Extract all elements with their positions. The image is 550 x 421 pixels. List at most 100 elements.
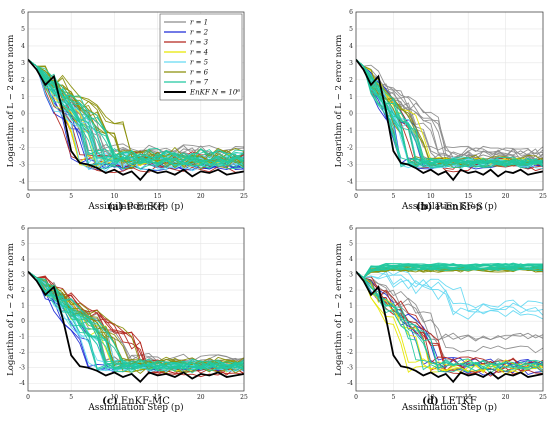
y-tick-label: 6 — [349, 225, 353, 232]
y-tick-label: -1 — [347, 128, 353, 135]
series-line-r5 — [356, 59, 543, 165]
series-line-r7 — [28, 59, 244, 170]
y-tick-label: -4 — [19, 179, 25, 186]
panel-b: 0 5 10 15 20 25 -4 -3 -2 -1 0 1 2 3 4 5 6 Assimilation St… — [334, 9, 547, 212]
x-tick-label: 15 — [154, 193, 162, 200]
y-axis-label: Logarithm of L − 2 error norm — [6, 243, 16, 376]
y-tick-label: 3 — [349, 272, 353, 279]
x-tick-label: 20 — [197, 394, 205, 401]
series-line-r7 — [356, 265, 543, 279]
legend-label: r = 3 — [190, 39, 209, 47]
panel-caption: (a) P-EnKF — [108, 202, 165, 213]
y-tick-label: -4 — [347, 179, 353, 186]
series-line-r1 — [356, 59, 543, 165]
x-tick-label: 25 — [539, 394, 547, 401]
axes-frame — [27, 11, 245, 191]
series-line-r3 — [356, 59, 543, 170]
x-tick-label: 0 — [26, 394, 30, 401]
series-line-r6 — [356, 267, 543, 279]
y-tick-label: 6 — [349, 9, 353, 16]
y-axis-label: Logarithm of L − 2 error norm — [334, 243, 344, 376]
legend-box — [159, 13, 243, 101]
y-tick-label: 2 — [21, 287, 25, 294]
y-axis-label: Logarithm of L − 2 error norm — [334, 35, 344, 168]
series-line-r7 — [356, 271, 543, 368]
x-tick-label: 20 — [502, 193, 510, 200]
series-line-r5 — [356, 270, 543, 320]
captions: (a) P-EnKF (b) P-EnKF-S (c) EnKF-MC (d) LET… — [102, 202, 483, 407]
series-line-r7 — [28, 271, 244, 372]
y-tick-label: 0 — [21, 318, 25, 325]
y-tick-label: -2 — [19, 145, 25, 152]
y-tick-label: -2 — [19, 349, 25, 356]
x-tick-label: 15 — [154, 394, 162, 401]
series-line-r5 — [28, 271, 244, 373]
y-tick-label: 5 — [21, 26, 25, 33]
series-line-r1 — [356, 271, 543, 342]
x-tick-label: 5 — [391, 394, 395, 401]
y-tick-label: 2 — [349, 77, 353, 84]
legend-label: r = 6 — [190, 69, 209, 77]
y-tick-label: 5 — [349, 26, 353, 33]
x-tick-label: 25 — [240, 193, 248, 200]
series-line-r4 — [356, 271, 543, 374]
x-axis-label: Assimilation Step (p) — [87, 402, 183, 413]
x-tick-label: 20 — [502, 394, 510, 401]
series-line-r3 — [356, 271, 543, 366]
series-line-r6 — [28, 271, 244, 374]
legend-label: r = 7 — [190, 79, 209, 87]
y-tick-label: 4 — [349, 256, 353, 263]
y-tick-label: -2 — [347, 145, 353, 152]
y-tick-label: -1 — [19, 334, 25, 341]
x-tick-label: 25 — [539, 193, 547, 200]
x-tick-label: 15 — [464, 394, 472, 401]
y-tick-label: -3 — [347, 162, 353, 169]
y-tick-label: -4 — [347, 380, 353, 387]
y-tick-label: 1 — [21, 94, 25, 101]
x-tick-label: 10 — [111, 394, 119, 401]
legend-label: r = 5 — [190, 59, 209, 67]
y-tick-label: 5 — [349, 241, 353, 248]
legend: r = 1 r = 2 r = 3 r = 4 r = 5 r = 6 r = 7 EnKF … — [159, 13, 243, 101]
y-tick-label: 4 — [21, 43, 25, 50]
x-tick-label: 10 — [427, 394, 435, 401]
x-tick-label: 15 — [464, 193, 472, 200]
series-line-r7 — [28, 271, 244, 374]
series-line-r7 — [356, 59, 543, 164]
panel-caption: (c) EnKF-MC — [102, 396, 170, 407]
y-tick-label: 0 — [21, 111, 25, 118]
legend-label: EnKF N = 10⁶ — [189, 89, 240, 97]
legend-label: r = 1 — [190, 19, 208, 27]
series-line-r7 — [28, 271, 244, 373]
series-line-r7 — [356, 264, 543, 279]
y-tick-label: 4 — [21, 256, 25, 263]
legend-label: r = 2 — [190, 29, 209, 37]
x-tick-label: 0 — [26, 193, 30, 200]
x-tick-label: 0 — [354, 193, 358, 200]
x-tick-label: 25 — [240, 394, 248, 401]
reference-line — [28, 270, 244, 383]
axes-frame — [355, 11, 544, 191]
y-axis-label: Logarithm of L − 2 error norm — [6, 35, 16, 168]
y-tick-label: 2 — [21, 77, 25, 84]
panel-c: 0 5 10 15 20 25 -4 -3 -2 -1 0 1 2 3 4 5 6 Assimilation St… — [6, 225, 248, 413]
panel-d: 0 5 10 15 20 25 -4 -3 -2 -1 0 1 2 3 4 5 6 Assimilation St… — [334, 225, 547, 413]
panel-caption: (d) LETKF — [422, 396, 477, 407]
y-tick-label: 3 — [349, 60, 353, 67]
series-group — [356, 58, 543, 182]
y-tick-label: -2 — [347, 349, 353, 356]
series-line-r5 — [356, 270, 543, 316]
y-tick-label: -1 — [19, 128, 25, 135]
y-tick-label: 6 — [21, 225, 25, 232]
reference-line — [356, 270, 543, 384]
series-line-r7 — [356, 59, 543, 166]
series-group — [28, 270, 244, 383]
series-line-r7 — [28, 59, 244, 162]
y-tick-label: 6 — [21, 9, 25, 16]
series-line-r1 — [356, 271, 543, 354]
y-tick-label: 4 — [349, 43, 353, 50]
series-line-r7 — [28, 59, 244, 165]
legend-label: r = 4 — [190, 49, 208, 57]
y-tick-label: -3 — [347, 365, 353, 372]
